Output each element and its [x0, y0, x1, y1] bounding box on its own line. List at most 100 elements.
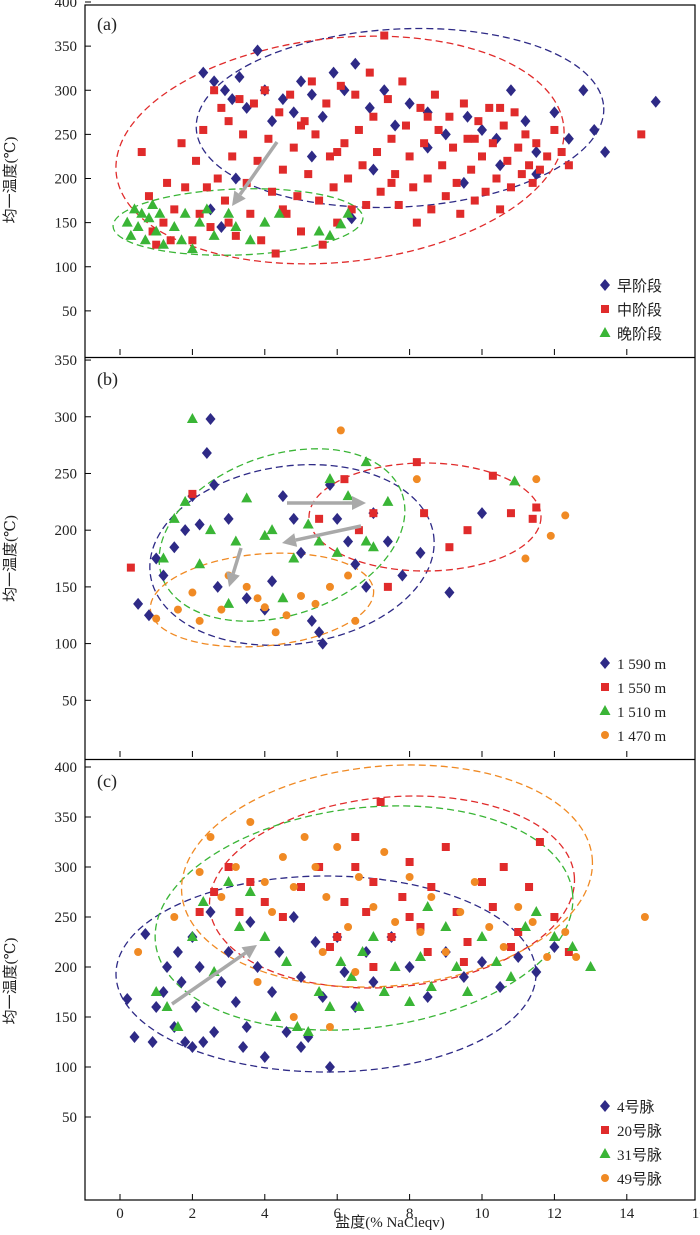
data-point — [195, 868, 204, 876]
data-point — [157, 552, 169, 563]
data-point — [297, 591, 305, 600]
data-point — [350, 57, 361, 70]
x-tick-label: 6 — [333, 1206, 341, 1222]
legend-entry: 中阶段 — [617, 302, 662, 319]
data-point — [423, 174, 432, 183]
data-point — [650, 95, 661, 108]
data-point — [277, 490, 288, 503]
data-point — [241, 1021, 252, 1033]
data-point — [282, 611, 291, 620]
data-point — [528, 514, 537, 523]
data-point — [458, 971, 469, 983]
data-point — [495, 159, 506, 172]
data-point — [506, 183, 515, 192]
data-point — [275, 108, 284, 117]
data-point — [564, 948, 573, 956]
data-point — [379, 84, 390, 97]
data-point — [340, 139, 349, 148]
figure-frame — [84, 4, 696, 1201]
data-point — [476, 931, 488, 941]
cluster-ellipse — [158, 448, 406, 622]
data-point — [546, 531, 555, 540]
data-point — [129, 1031, 140, 1043]
data-point — [296, 75, 306, 88]
data-point — [578, 84, 589, 97]
y-tick-label: 50 — [62, 1110, 77, 1126]
data-point — [179, 207, 191, 218]
legend-entry: 1 550 m — [617, 681, 667, 697]
data-point — [188, 236, 197, 245]
data-point — [170, 913, 179, 921]
data-point — [152, 614, 161, 623]
y-tick-label: 100 — [55, 637, 78, 653]
data-point — [246, 818, 255, 826]
cluster-ellipse — [208, 795, 576, 989]
data-point — [369, 112, 378, 121]
data-point — [335, 956, 347, 966]
data-point — [369, 963, 378, 971]
data-point — [195, 908, 204, 916]
data-point — [278, 853, 287, 861]
data-point — [288, 512, 299, 525]
data-point — [462, 986, 474, 996]
data-point — [383, 582, 392, 591]
x-tick-label: 0 — [116, 1206, 124, 1222]
legend-entry: 1 510 m — [617, 705, 667, 721]
data-point — [310, 936, 321, 948]
data-point — [351, 863, 360, 871]
data-point — [506, 943, 515, 951]
data-point — [147, 198, 159, 209]
data-point — [440, 921, 452, 931]
legend-marker — [601, 1174, 609, 1182]
data-point — [259, 529, 271, 540]
data-point — [209, 75, 220, 88]
data-point — [543, 953, 552, 961]
data-point — [136, 207, 148, 218]
data-point — [427, 893, 436, 901]
y-tick-label: 300 — [55, 83, 78, 99]
data-point — [177, 139, 186, 148]
data-point — [488, 903, 497, 911]
cluster-ellipse — [180, 764, 594, 988]
data-point — [253, 156, 262, 165]
data-point — [459, 958, 468, 966]
data-point — [322, 99, 331, 108]
data-point — [405, 152, 414, 161]
data-point — [201, 447, 212, 460]
data-point — [288, 552, 300, 563]
data-point — [380, 31, 389, 40]
data-point — [268, 187, 277, 196]
data-point — [180, 1036, 191, 1048]
data-point — [121, 216, 133, 227]
data-point — [306, 150, 317, 163]
data-point — [506, 509, 515, 518]
data-point — [360, 535, 372, 546]
legend-marker — [601, 1126, 609, 1134]
data-point — [531, 146, 542, 159]
data-point — [274, 946, 285, 958]
data-point — [224, 117, 233, 126]
data-point — [158, 569, 169, 582]
data-point — [389, 961, 401, 971]
data-point — [387, 134, 396, 143]
data-point — [224, 863, 233, 871]
cluster-ellipse — [112, 188, 364, 256]
data-point — [162, 961, 173, 973]
data-point — [438, 161, 447, 170]
y-tick-label: 150 — [55, 216, 78, 232]
data-point — [353, 1001, 365, 1011]
data-point — [405, 858, 414, 866]
data-point — [194, 518, 205, 531]
data-point — [205, 413, 216, 426]
legend-entry: 1 590 m — [617, 657, 667, 673]
data-point — [519, 921, 531, 931]
data-point — [365, 68, 374, 77]
data-point — [313, 535, 325, 546]
x-tick-label: 12 — [547, 1206, 562, 1222]
data-point — [549, 941, 560, 953]
y-tick-label: 250 — [55, 910, 78, 926]
data-point — [281, 956, 293, 966]
data-point — [520, 115, 531, 128]
data-point — [266, 524, 278, 535]
